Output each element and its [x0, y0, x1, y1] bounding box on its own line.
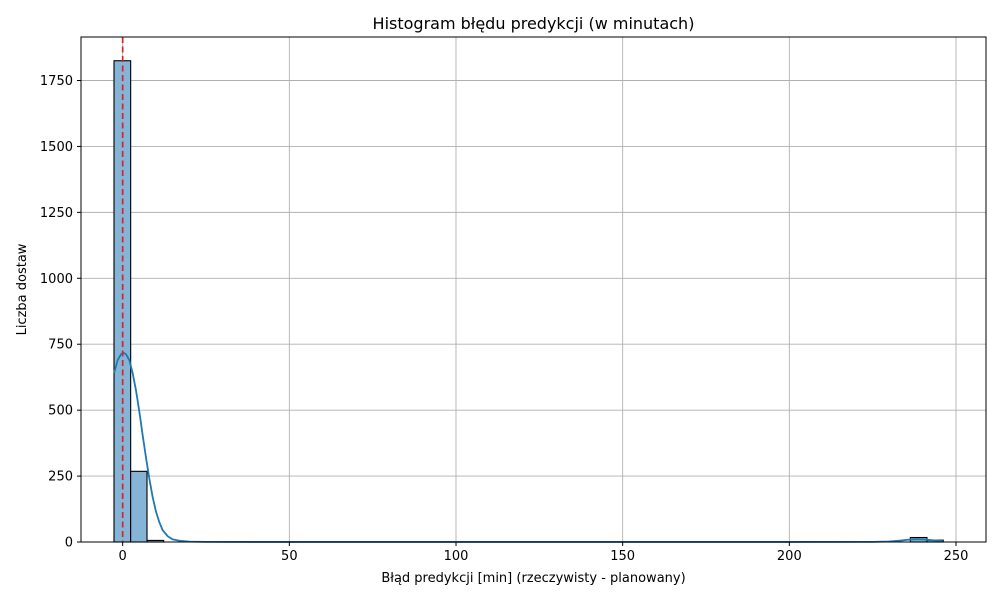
y-tick-label-0: 0: [65, 536, 73, 551]
x-tick-label-3: 150: [610, 549, 635, 564]
plot-area-frame: [80, 36, 987, 543]
y-tick-label-6: 1500: [40, 140, 73, 155]
kde-curve: [113, 351, 944, 543]
y-axis-ticks: 0 250 500 750 1000 1250 1500 1750: [40, 74, 81, 551]
y-tick-label-3: 750: [48, 338, 73, 353]
x-tick-label-0: 0: [119, 549, 127, 564]
x-axis-label: Błąd predykcji [min] (rzeczywisty - plan…: [381, 571, 685, 586]
grid-lines: [81, 37, 986, 543]
histogram-bar-1: [130, 470, 148, 543]
x-tick-label-2: 100: [444, 549, 469, 564]
y-tick-label-1: 250: [48, 470, 73, 485]
x-tick-label-1: 50: [281, 549, 298, 564]
x-tick-label-5: 250: [944, 549, 969, 564]
y-tick-label-7: 1750: [40, 74, 73, 89]
y-axis-label: Liczba dostaw: [15, 243, 30, 335]
x-tick-label-4: 200: [777, 549, 802, 564]
y-tick-label-4: 1000: [40, 272, 73, 287]
y-tick-label-5: 1250: [40, 206, 73, 221]
y-tick-label-2: 500: [48, 404, 73, 419]
chart-title: Histogram błędu predykcji (w minutach): [373, 14, 695, 33]
x-axis-ticks: 0 50 100 150 200 250: [119, 542, 969, 564]
